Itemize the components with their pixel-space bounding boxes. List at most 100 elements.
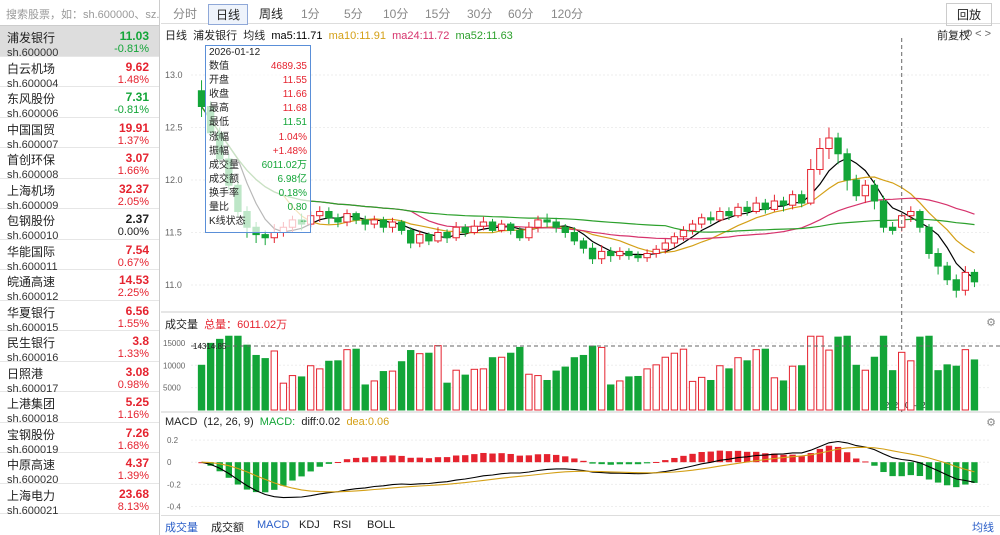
period-tab[interactable]: 10分: [383, 7, 409, 21]
macd-bar: [671, 457, 678, 463]
stock-list-item[interactable]: 上海电力 sh.600021 23.68 8.13%: [0, 484, 159, 517]
stock-list-item[interactable]: 中国国贸 sh.600007 19.91 1.37%: [0, 118, 159, 151]
stock-list-item[interactable]: 华夏银行 sh.600015 6.56 1.55%: [0, 301, 159, 334]
macd-bar: [853, 458, 860, 463]
stock-list-item[interactable]: 白云机场 sh.600004 9.62 1.48%: [0, 57, 159, 90]
macd-tick-label: -0.2: [167, 480, 181, 489]
indicator-tab[interactable]: BOLL: [367, 519, 396, 531]
search-input[interactable]: 搜索股票，如：sh.600000、sz.00...: [0, 0, 159, 26]
stock-list-item[interactable]: 宝钢股份 sh.600019 7.26 1.68%: [0, 423, 159, 456]
candle-body: [934, 253, 942, 267]
tooltip-key: 收盘: [209, 89, 229, 101]
macd-bar: [953, 462, 960, 488]
volume-bar: [470, 368, 479, 411]
macd-tick-label: 0.2: [167, 436, 179, 445]
period-tab[interactable]: 60分: [508, 7, 534, 21]
tooltip-key: 最低: [209, 117, 229, 129]
macd-bar: [398, 455, 405, 463]
stock-list-item[interactable]: 浦发银行 sh.600000 11.03 -0.81%: [0, 26, 159, 59]
volume-bar: [443, 382, 451, 411]
stock-list-item[interactable]: 首创环保 sh.600008 3.07 1.66%: [0, 148, 159, 181]
stock-list-item[interactable]: 皖通高速 sh.600012 14.53 2.25%: [0, 270, 159, 303]
candle-body: [788, 194, 797, 206]
candle-body: [334, 217, 342, 223]
period-tab[interactable]: 15分: [425, 7, 451, 21]
candle-body: [507, 223, 515, 231]
candle-body: [879, 200, 888, 228]
indicator-tab[interactable]: KDJ: [299, 519, 320, 531]
macd-bar: [334, 462, 342, 464]
indicator-tabs: 成交量 成交额 MACD KDJ RSI BOLL 均线: [161, 515, 1000, 535]
period-tab[interactable]: 120分: [551, 7, 584, 21]
chart-canvas[interactable]: 13.0 12.5 12.0 11.5 11.0 2026-01-12 15000 10000…: [161, 24, 1000, 515]
candle-body: [779, 200, 788, 206]
stock-list-item[interactable]: 包钢股份 sh.600010 2.37 0.00%: [0, 209, 159, 242]
period-tab[interactable]: 分时: [173, 7, 198, 21]
stock-list-item[interactable]: 民生银行 sh.600016 3.8 1.33%: [0, 331, 159, 364]
stock-list-item[interactable]: 东风股份 sh.600006 7.31 -0.81%: [0, 87, 159, 120]
stock-code: sh.600000: [7, 47, 59, 59]
macd-bar: [807, 453, 814, 463]
period-tab[interactable]: 日线: [208, 4, 249, 25]
volume-bar: [407, 350, 415, 411]
macd-bar: [789, 454, 796, 463]
period-tab[interactable]: 30分: [467, 7, 493, 21]
candle-body: [952, 279, 960, 291]
macd-settings-icon[interactable]: ⚙: [986, 417, 996, 429]
volume-bar: [952, 365, 960, 411]
volume-bar: [916, 336, 924, 411]
volume-settings-icon[interactable]: ⚙: [986, 317, 996, 329]
volume-bar: [725, 368, 733, 411]
indicator-tab[interactable]: 成交量: [165, 522, 198, 534]
replay-button[interactable]: 回放: [945, 3, 992, 26]
volume-bar: [325, 360, 333, 411]
stock-list-item[interactable]: 中原高速 sh.600020 4.37 1.39%: [0, 453, 159, 486]
period-tab[interactable]: 5分: [344, 7, 363, 21]
stock-list-item[interactable]: 日照港 sh.600017 3.08 0.98%: [0, 362, 159, 395]
bottom-avg-tab[interactable]: 均线: [972, 522, 994, 534]
macd-tick-label: 0: [167, 458, 172, 467]
macd-bar: [252, 462, 260, 493]
tooltip-value: 6011.02万: [261, 159, 307, 171]
volume-bar: [752, 349, 760, 411]
stock-list-item[interactable]: 上海机场 sh.600009 32.37 2.05%: [0, 179, 159, 212]
macd-bar: [862, 461, 869, 463]
volume-bar: [970, 359, 979, 411]
macd-bar: [825, 445, 833, 463]
stock-name: 华夏银行: [7, 305, 56, 320]
chart-area[interactable]: 13.0 12.5 12.0 11.5 11.0 2026-01-12 15000 10000…: [161, 24, 1000, 535]
reset-zoom-icons[interactable]: ⟲<>: [962, 28, 994, 40]
period-tab[interactable]: 周线: [259, 7, 284, 21]
adjust-select[interactable]: 前复权: [937, 30, 970, 42]
macd-bar: [243, 462, 251, 490]
crosshair-value-label: 14314.85: [193, 342, 227, 351]
macd-bar: [352, 457, 360, 463]
volume-bar: [288, 375, 297, 411]
stock-change: 0.00%: [117, 226, 149, 238]
tooltip-row: 成交额 6.98亿: [206, 173, 310, 187]
candle-body: [197, 90, 206, 107]
indicator-tab[interactable]: 成交额: [211, 522, 244, 534]
volume-bar: [834, 336, 842, 411]
stock-list-item[interactable]: 上港集团 sh.600018 5.25 1.16%: [0, 392, 159, 425]
stock-change: 1.55%: [117, 317, 149, 330]
stock-change: 1.37%: [117, 134, 149, 147]
candle-body: [716, 211, 724, 221]
volume-bar: [907, 360, 915, 411]
macd-bar: [971, 462, 978, 483]
stock-change: 1.39%: [117, 470, 149, 482]
volume-bar: [861, 369, 870, 411]
stock-list-item[interactable]: 华能国际 sh.600011 7.54 0.67%: [0, 240, 159, 273]
indicator-tab[interactable]: RSI: [333, 519, 352, 531]
stock-price: 3.8: [132, 334, 149, 348]
stock-price: 3.07: [125, 151, 149, 165]
candle-body: [725, 211, 733, 217]
macd-bar: [834, 446, 842, 463]
macd-bar: [271, 462, 278, 490]
macd-bar: [480, 452, 487, 463]
volume-label: 成交量: [165, 319, 198, 331]
indicator-tab[interactable]: MACD: [257, 519, 290, 531]
period-tab[interactable]: 1分: [301, 7, 320, 21]
stock-name: 日照港: [7, 366, 44, 381]
stock-list: 浦发银行 sh.600000 11.03 -0.81% 白云机场 sh.600004 9.6…: [0, 26, 159, 517]
